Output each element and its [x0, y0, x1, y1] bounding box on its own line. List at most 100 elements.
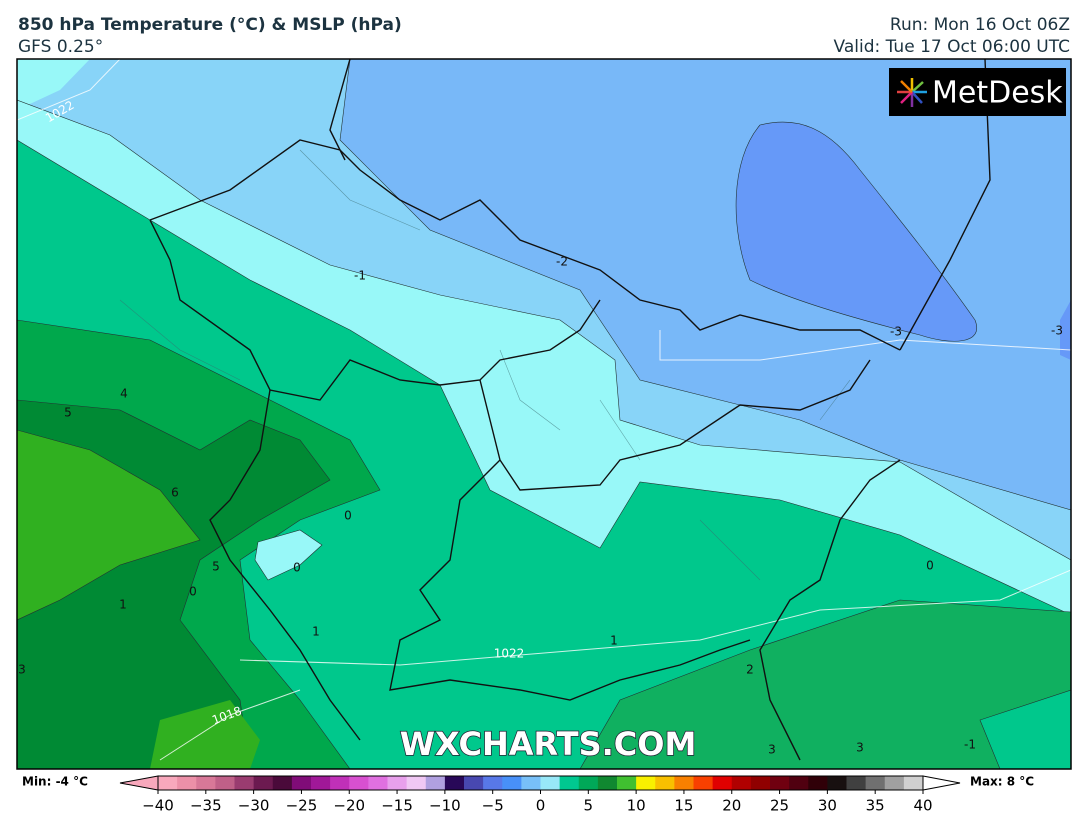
colorbar-segment	[693, 776, 714, 790]
colorbar-segment	[425, 776, 446, 790]
map-frame	[16, 58, 1072, 770]
colorbar-segment	[731, 776, 752, 790]
colorbar-segment	[827, 776, 847, 790]
contour-label: 5	[212, 560, 220, 574]
colorbar-segment	[540, 776, 561, 790]
colorbar-segment	[617, 776, 637, 790]
contour-label: 3	[18, 663, 26, 677]
contour-label: 3	[768, 743, 776, 757]
contour-label: 0	[926, 559, 934, 573]
colorbar-segment	[808, 776, 828, 790]
region-cyan	[254, 529, 323, 581]
colorbar-segment	[349, 776, 369, 790]
country-border	[389, 459, 751, 701]
contour-label: 0	[189, 585, 197, 599]
colorbar-tick-label: −10	[429, 797, 461, 815]
contour-label: 5	[64, 406, 72, 420]
colorbar-segment	[712, 776, 733, 790]
colorbar-tick-label: 15	[674, 797, 693, 815]
colorbar-tick-label: 20	[722, 797, 741, 815]
min-label: Min: -4 °C	[22, 775, 88, 789]
contour-label: 6	[171, 486, 179, 500]
colorbar-tick-label: −30	[238, 797, 270, 815]
region-green	[17, 139, 1071, 769]
country-border	[149, 139, 901, 351]
colorbar-segment	[502, 776, 522, 790]
contour-label: 0	[293, 561, 301, 575]
colorbar-tick-label: 5	[584, 797, 594, 815]
contour-label: -1	[354, 269, 366, 283]
isobar	[159, 689, 301, 761]
watermark: WXCHARTS.COM	[400, 725, 697, 763]
contour-label: 1	[312, 625, 320, 639]
contour-label: 1	[610, 634, 618, 648]
contour-label: 3	[856, 741, 864, 755]
colorbar-tick-label: 0	[536, 797, 546, 815]
colorbar-tick-label: 30	[818, 797, 837, 815]
colorbar-tick-label: −5	[482, 797, 504, 815]
colorbar-segment	[483, 776, 503, 790]
logo-icon	[897, 78, 927, 107]
region-mid-green	[579, 599, 1071, 769]
valid-time: Valid: Tue 17 Oct 06:00 UTC	[834, 37, 1070, 57]
colorbar-segment	[750, 776, 771, 790]
colorbar-segment	[215, 776, 235, 790]
colorbar-segment	[636, 776, 656, 790]
colorbar-arrow-low	[119, 775, 159, 791]
colorbar-segment	[521, 776, 541, 790]
colorbar-segment	[234, 776, 255, 790]
region-dark-blue	[1060, 300, 1071, 360]
region-bright-green	[150, 700, 260, 769]
contour-label: 4	[120, 387, 128, 401]
colorbar-segment	[674, 776, 694, 790]
model-name: GFS 0.25°	[18, 37, 103, 57]
colorbar-arrow-high	[922, 775, 961, 791]
colorbar-segment	[578, 776, 599, 790]
colorbar-tick-label: 35	[866, 797, 885, 815]
region-dark-blue	[735, 121, 977, 342]
colorbar-segment	[330, 776, 350, 790]
colorbar-segment	[903, 776, 924, 790]
colorbar-segment	[884, 776, 905, 790]
run-time: Run: Mon 16 Oct 06Z	[890, 15, 1070, 35]
isobar	[239, 569, 1071, 666]
colorbar-segment	[865, 776, 886, 790]
colorbar-tick-label: −20	[333, 797, 365, 815]
river	[119, 149, 851, 581]
contour-label: -1	[964, 738, 976, 752]
colorbar-tick-label: −40	[142, 797, 174, 815]
colorbar-segment	[444, 776, 465, 790]
country-border	[479, 359, 871, 491]
country-border	[329, 59, 351, 161]
contour-label: -3	[890, 325, 902, 339]
region-cyan	[17, 59, 90, 110]
contour-label: -2	[556, 255, 568, 269]
colorbar-segment	[253, 776, 274, 790]
contour-label: 0	[344, 509, 352, 523]
country-border	[899, 59, 991, 351]
colorbar-segment	[158, 776, 178, 790]
colorbar: −40 −35 −30 −25 −20 −15 −10 −5 0 5 10 15 20 25 30 35 40	[119, 775, 961, 815]
isobar	[659, 330, 1071, 361]
colorbar-segment	[177, 776, 197, 790]
colorbar-segment	[846, 776, 867, 790]
colorbar-segment	[272, 776, 293, 790]
country-border	[209, 389, 361, 741]
chart-title: 850 hPa Temperature (°C) & MSLP (hPa)	[18, 15, 402, 35]
colorbar-segment	[770, 776, 790, 790]
contour-label: 2	[746, 663, 754, 677]
colorbar-segment	[311, 776, 331, 790]
country-border	[149, 219, 601, 401]
colorbar-segment	[559, 776, 580, 790]
region-bright-green	[17, 429, 201, 621]
isobar	[17, 59, 121, 121]
contour-label: 1	[119, 598, 127, 612]
colorbar-segment	[789, 776, 809, 790]
max-label: Max: 8 °C	[970, 775, 1034, 789]
colorbar-tick-label: 10	[627, 797, 646, 815]
colorbar-tick-label: 25	[770, 797, 789, 815]
contour-label: -3	[1051, 324, 1063, 338]
